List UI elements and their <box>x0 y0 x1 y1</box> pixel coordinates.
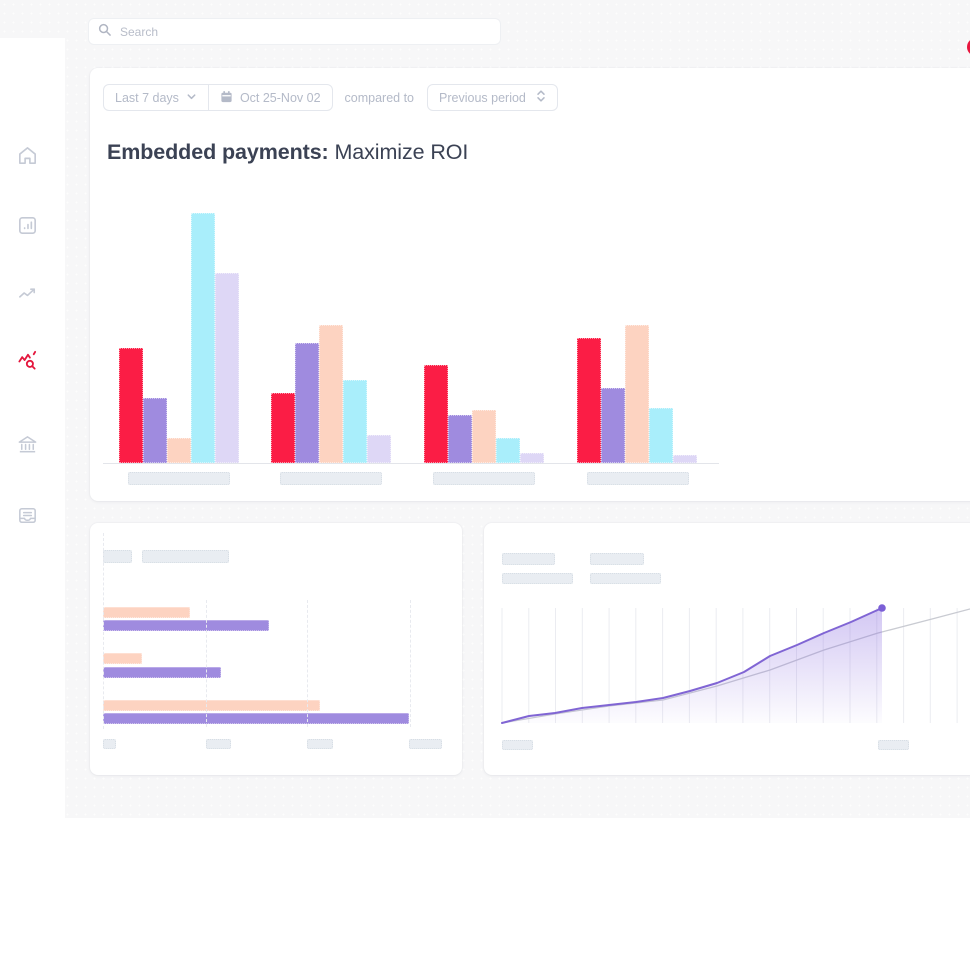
skeleton-placeholder <box>142 550 229 563</box>
sidebar <box>0 38 65 818</box>
skeleton-placeholder <box>433 472 535 485</box>
gridline <box>206 600 207 727</box>
bar-series-2-purple <box>295 343 319 463</box>
bar-series-4-cyan <box>496 438 520 463</box>
trend-line-card <box>484 523 970 775</box>
main-insights-card: Last 7 days Oct 25-Nov 02 compared to Pr… <box>90 68 970 501</box>
chevron-up-down-icon <box>536 89 546 106</box>
line-current-purple <box>501 607 883 724</box>
bar-series-4-cyan <box>343 380 367 463</box>
bar-series-5-lavender <box>215 273 239 463</box>
skeleton-placeholder <box>280 472 382 485</box>
sidebar-item-analytics[interactable] <box>16 349 40 373</box>
skeleton-placeholder <box>502 573 573 584</box>
horizontal-bar-chart <box>90 523 462 775</box>
sidebar-item-trends[interactable] <box>16 282 40 306</box>
page-title: Embedded payments: Maximize ROI <box>107 140 468 165</box>
hbar-comparison-peach <box>103 700 320 711</box>
bar-series-2-purple <box>448 415 472 463</box>
bar-series-3-peach <box>319 325 343 463</box>
page-title-bold: Embedded payments: <box>107 140 329 164</box>
hbar-current-purple <box>103 620 269 631</box>
date-range-label: Oct 25-Nov 02 <box>239 90 321 105</box>
search-bar <box>88 18 501 45</box>
range-preset-label: Last 7 days <box>115 90 179 105</box>
sidebar-item-invoices[interactable] <box>16 504 40 528</box>
hbar-current-purple <box>103 713 409 724</box>
calendar-icon <box>220 90 233 106</box>
bar-series-3-peach <box>472 410 496 463</box>
notification-avatar[interactable] <box>967 38 970 56</box>
skeleton-placeholder <box>590 573 661 584</box>
skeleton-placeholder <box>103 550 132 563</box>
bar-series-1-red <box>119 348 143 463</box>
search-icon <box>98 23 111 41</box>
bar-series-1-red <box>424 365 448 463</box>
skeleton-placeholder <box>590 553 644 565</box>
hbar-current-purple <box>103 667 221 678</box>
compared-to-label: compared to <box>344 90 415 105</box>
bar-series-1-red <box>271 393 295 463</box>
trend-arrow-icon <box>16 282 40 305</box>
skeleton-placeholder <box>878 740 909 750</box>
skeleton-placeholder <box>307 739 333 749</box>
date-range-control: Last 7 days Oct 25-Nov 02 <box>103 84 333 111</box>
home-icon <box>16 144 40 167</box>
skeleton-placeholder <box>502 740 533 750</box>
filter-bar: Last 7 days Oct 25-Nov 02 compared to Pr… <box>103 84 558 111</box>
bar-series-5-lavender <box>520 453 544 463</box>
bar-series-2-purple <box>143 398 167 463</box>
sidebar-item-reports[interactable] <box>16 214 40 238</box>
hbar-comparison-peach <box>103 653 142 664</box>
bar-series-4-cyan <box>649 408 673 463</box>
bar-series-1-red <box>577 338 601 463</box>
bar-series-5-lavender <box>367 435 391 463</box>
hbar-comparison-peach <box>103 607 190 618</box>
analytics-search-icon <box>16 349 40 372</box>
skeleton-placeholder <box>502 553 555 565</box>
bar-series-5-lavender <box>673 455 697 463</box>
chevron-down-icon <box>186 91 197 105</box>
date-range-button[interactable]: Oct 25-Nov 02 <box>207 85 332 110</box>
bar-series-2-purple <box>601 388 625 463</box>
skeleton-placeholder <box>206 739 231 749</box>
gridline <box>410 600 411 727</box>
bar-series-3-peach <box>625 325 649 463</box>
compare-period-value: Previous period <box>439 90 526 105</box>
skeleton-placeholder <box>409 739 442 749</box>
page-title-regular: Maximize ROI <box>328 140 469 164</box>
bank-icon <box>16 433 40 456</box>
bar-series-4-cyan <box>191 213 215 463</box>
search-input[interactable] <box>118 23 491 40</box>
sidebar-item-banking[interactable] <box>16 433 40 457</box>
line-end-dot <box>878 604 886 612</box>
bar-series-3-peach <box>167 438 191 463</box>
sidebar-item-home[interactable] <box>16 144 40 168</box>
range-preset-button[interactable]: Last 7 days <box>104 85 208 110</box>
receipt-stack-icon <box>16 504 40 527</box>
area-fill-current-purple <box>502 608 882 723</box>
gridline <box>307 600 308 727</box>
grouped-bar-chart <box>103 213 719 464</box>
compare-period-select[interactable]: Previous period <box>427 84 558 111</box>
line-chart <box>501 604 970 724</box>
line-chart-svg <box>501 604 970 724</box>
skeleton-placeholder <box>103 739 116 749</box>
category-comparison-card <box>90 523 462 775</box>
y-axis-line <box>103 533 104 729</box>
skeleton-placeholder <box>128 472 230 485</box>
bar-chart-panel-icon <box>16 214 40 237</box>
skeleton-placeholder <box>587 472 689 485</box>
